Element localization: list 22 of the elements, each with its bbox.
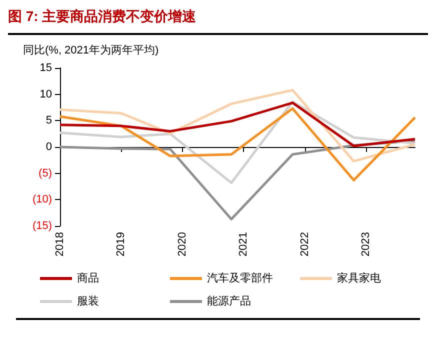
- y-tick-label: 5: [46, 114, 52, 127]
- x-tick-label: 2019: [115, 232, 128, 256]
- x-tick-label: 2018: [54, 232, 66, 256]
- x-tick-label: 2020: [176, 232, 188, 256]
- x-tick-label: 2022: [298, 232, 311, 256]
- chart-title: 图 7: 主要商品消费不变价增速: [8, 8, 196, 26]
- legend-label: 服装: [77, 294, 99, 308]
- x-tick-label: 2021: [238, 232, 250, 256]
- line-series: [58, 102, 416, 148]
- y-axis-title: 同比(%, 2021年为两年平均): [23, 44, 159, 56]
- legend-label: 家具家电: [337, 272, 381, 284]
- legend-label: 汽车及零部件: [207, 272, 273, 284]
- y-tick-label: (5): [38, 167, 52, 180]
- legend-label: 商品: [77, 272, 99, 284]
- x-tick-label: 2023: [360, 232, 372, 256]
- y-tick-label: (10): [32, 194, 52, 206]
- y-tick-label: 15: [40, 62, 52, 74]
- y-tick-label: (15): [32, 220, 52, 232]
- y-tick-label: 10: [40, 88, 52, 100]
- line-series: [58, 88, 416, 162]
- legend-label: 能源产品: [207, 294, 251, 308]
- y-tick-label: 0: [46, 141, 52, 153]
